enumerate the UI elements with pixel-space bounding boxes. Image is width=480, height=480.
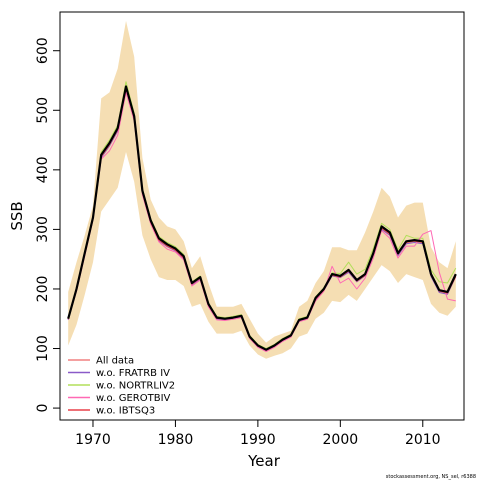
y-tick-label: 200 (35, 276, 51, 303)
x-tick-label: 2000 (323, 432, 359, 448)
y-tick-label: 300 (35, 216, 51, 243)
y-tick-label: 500 (35, 97, 51, 124)
confidence-band-layer (68, 20, 456, 359)
plot-frame (59, 11, 465, 421)
series-line-estimate (67, 85, 457, 351)
x-tick-label: 1980 (158, 432, 194, 448)
x-tick-label: 1990 (240, 432, 276, 448)
y-tick-label: 600 (35, 37, 51, 64)
credit-text: stockassessment.org, NS_sel, r6388 (386, 474, 476, 480)
x-axis-title: Year (247, 452, 281, 470)
y-tick-label: 100 (35, 335, 51, 362)
y-axis: 0 100 200 300 400 500 600 (35, 37, 60, 413)
y-tick-label: 0 (35, 404, 51, 413)
legend-label-w-o-fratrb-iv: w.o. FRATRB IV (96, 368, 170, 379)
legend-label-w-o-ibtsq3: w.o. IBTSQ3 (96, 406, 155, 417)
x-tick-label: 1970 (75, 432, 111, 448)
y-tick-label: 400 (35, 156, 51, 183)
legend-label-w-o-gerotbiv: w.o. GEROTBIV (96, 393, 171, 404)
confidence-band (68, 20, 456, 359)
series-layer (67, 81, 457, 352)
x-axis: 1970 1980 1990 2000 2010 (75, 420, 441, 448)
series-line-w-o-gerotbiv (67, 91, 456, 352)
x-tick-label: 2010 (405, 432, 441, 448)
legend-label-all-data: All data (96, 356, 134, 367)
legend-label-w-o-nortrliv2: w.o. NORTRLIV2 (96, 381, 175, 392)
y-axis-title: SSB (8, 201, 26, 230)
